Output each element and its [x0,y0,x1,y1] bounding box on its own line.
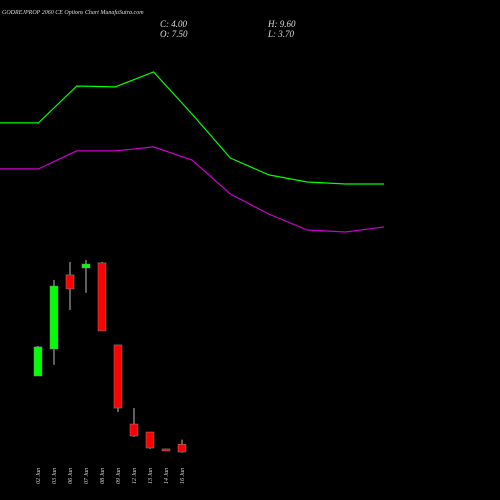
candle-body [49,285,59,350]
candle-body [97,262,107,332]
low-label: L: 3.70 [267,29,295,39]
close-label: C: 4.00 [160,19,188,29]
candle-body [129,423,139,437]
high-label: H: 9.60 [267,19,296,29]
candle-body [145,431,155,449]
x-tick-label: 16 Jun [180,468,186,484]
candle-body [33,346,43,377]
candle-body [65,274,75,290]
x-tick-label: 02 Jun [36,468,42,484]
candle-body [177,444,187,453]
x-tick-label: 09 Jun [116,468,122,484]
x-tick-label: 12 Jun [132,468,138,484]
indicator-line [0,146,385,233]
x-tick-label: 06 Jun [68,468,74,484]
x-tick-label: 14 Jun [163,468,170,484]
candle-body [81,263,91,269]
x-tick-label: 13 Jun [148,468,154,484]
candle-body [113,344,123,409]
x-tick-label: 08 Jun [100,468,106,484]
x-tick-label: 03 Jun [52,468,58,484]
indicator-line [0,71,384,185]
chart-title: GODREJPROP 2060 CE Options Chart MunafaS… [2,9,144,16]
candle-body [161,448,171,452]
x-tick-label: 07 Jun [84,468,90,484]
open-label: O: 7.50 [160,29,188,39]
